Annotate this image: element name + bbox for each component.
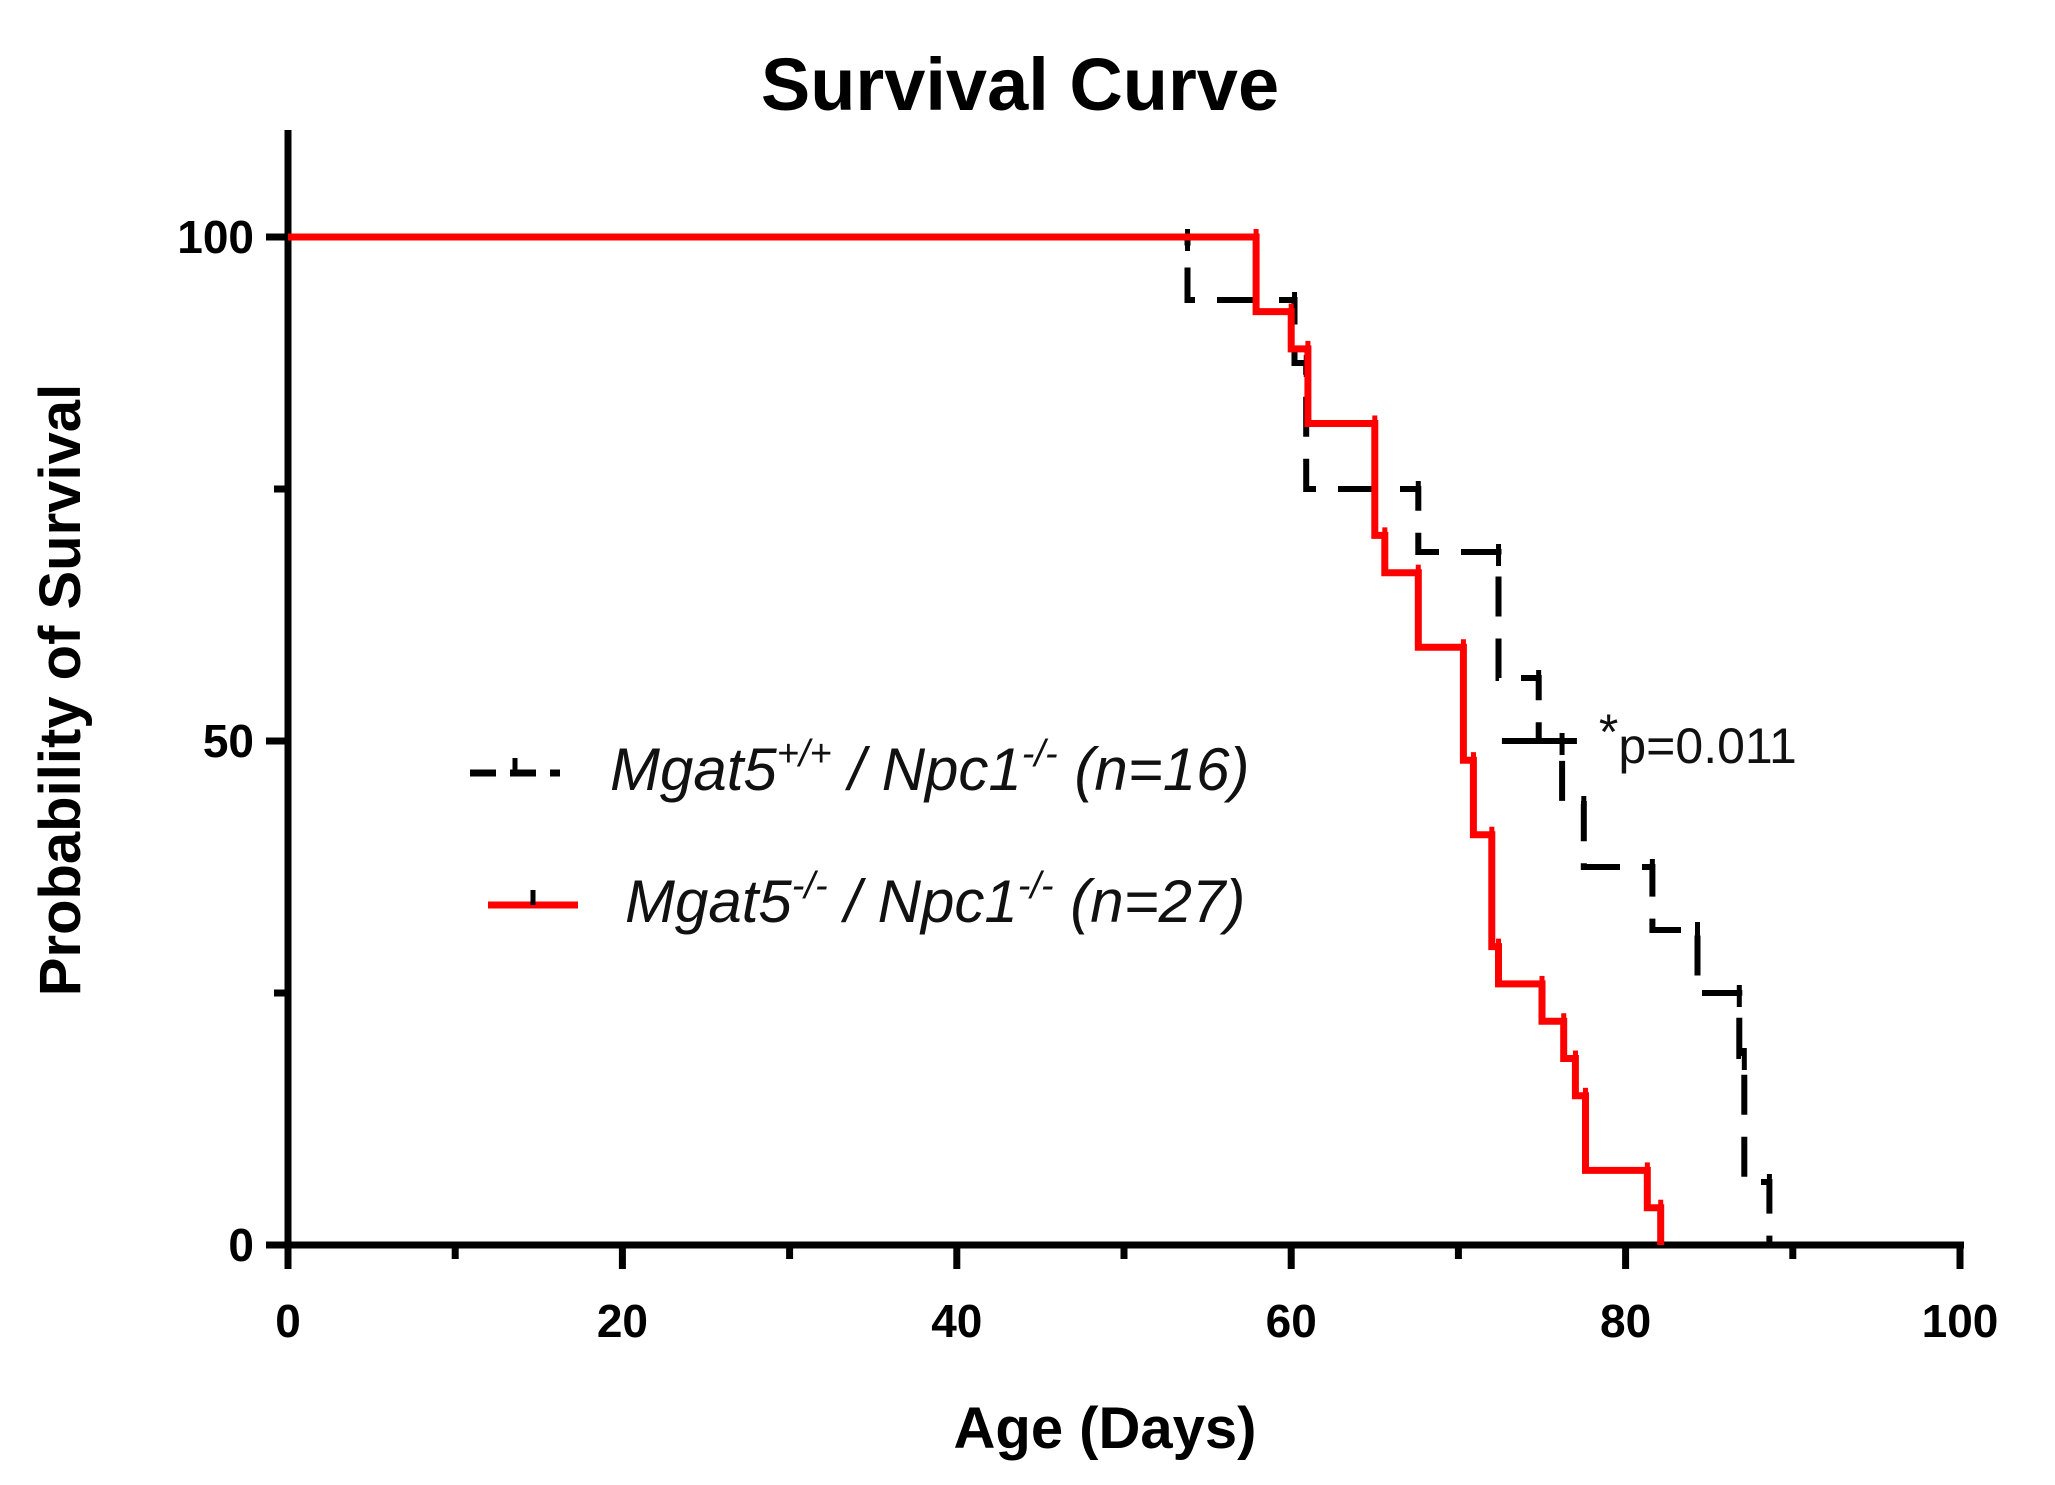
x-tick-label: 20 <box>597 1295 648 1347</box>
legend-item: Mgat5+/+ / Npc1-/- (n=16) <box>470 733 1249 803</box>
x-tick-label: 100 <box>1922 1295 1999 1347</box>
legend-item: Mgat5-/- / Npc1-/- (n=27) <box>488 865 1245 935</box>
y-axis-label: Probability of Survival <box>28 384 93 996</box>
y-tick-label: 100 <box>177 211 254 263</box>
legend-label: Mgat5-/- / Npc1-/- (n=27) <box>625 865 1245 935</box>
axes: 0 50 100 0 20 40 60 80 100 <box>177 130 1998 1347</box>
series-line-knockout <box>288 233 1665 1245</box>
x-tick-label: 60 <box>1266 1295 1317 1347</box>
x-tick-label: 80 <box>1600 1295 1651 1347</box>
y-tick-label: 50 <box>203 715 254 767</box>
y-tick-label: 0 <box>228 1219 254 1271</box>
x-tick-label: 0 <box>275 1295 301 1347</box>
series-layer <box>288 229 1773 1245</box>
legend-label: Mgat5+/+ / Npc1-/- (n=16) <box>610 733 1249 803</box>
annotation-layer: *p=0.011 <box>1501 704 1797 774</box>
series-line-wildtype <box>288 234 1773 1245</box>
chart-title: Survival Curve <box>761 43 1279 126</box>
x-tick-label: 40 <box>931 1295 982 1347</box>
p-value-annotation: *p=0.011 <box>1599 704 1797 774</box>
legend: Mgat5+/+ / Npc1-/- (n=16) Mgat5-/- / Npc1… <box>470 733 1249 935</box>
x-axis-label: Age (Days) <box>954 1396 1257 1461</box>
